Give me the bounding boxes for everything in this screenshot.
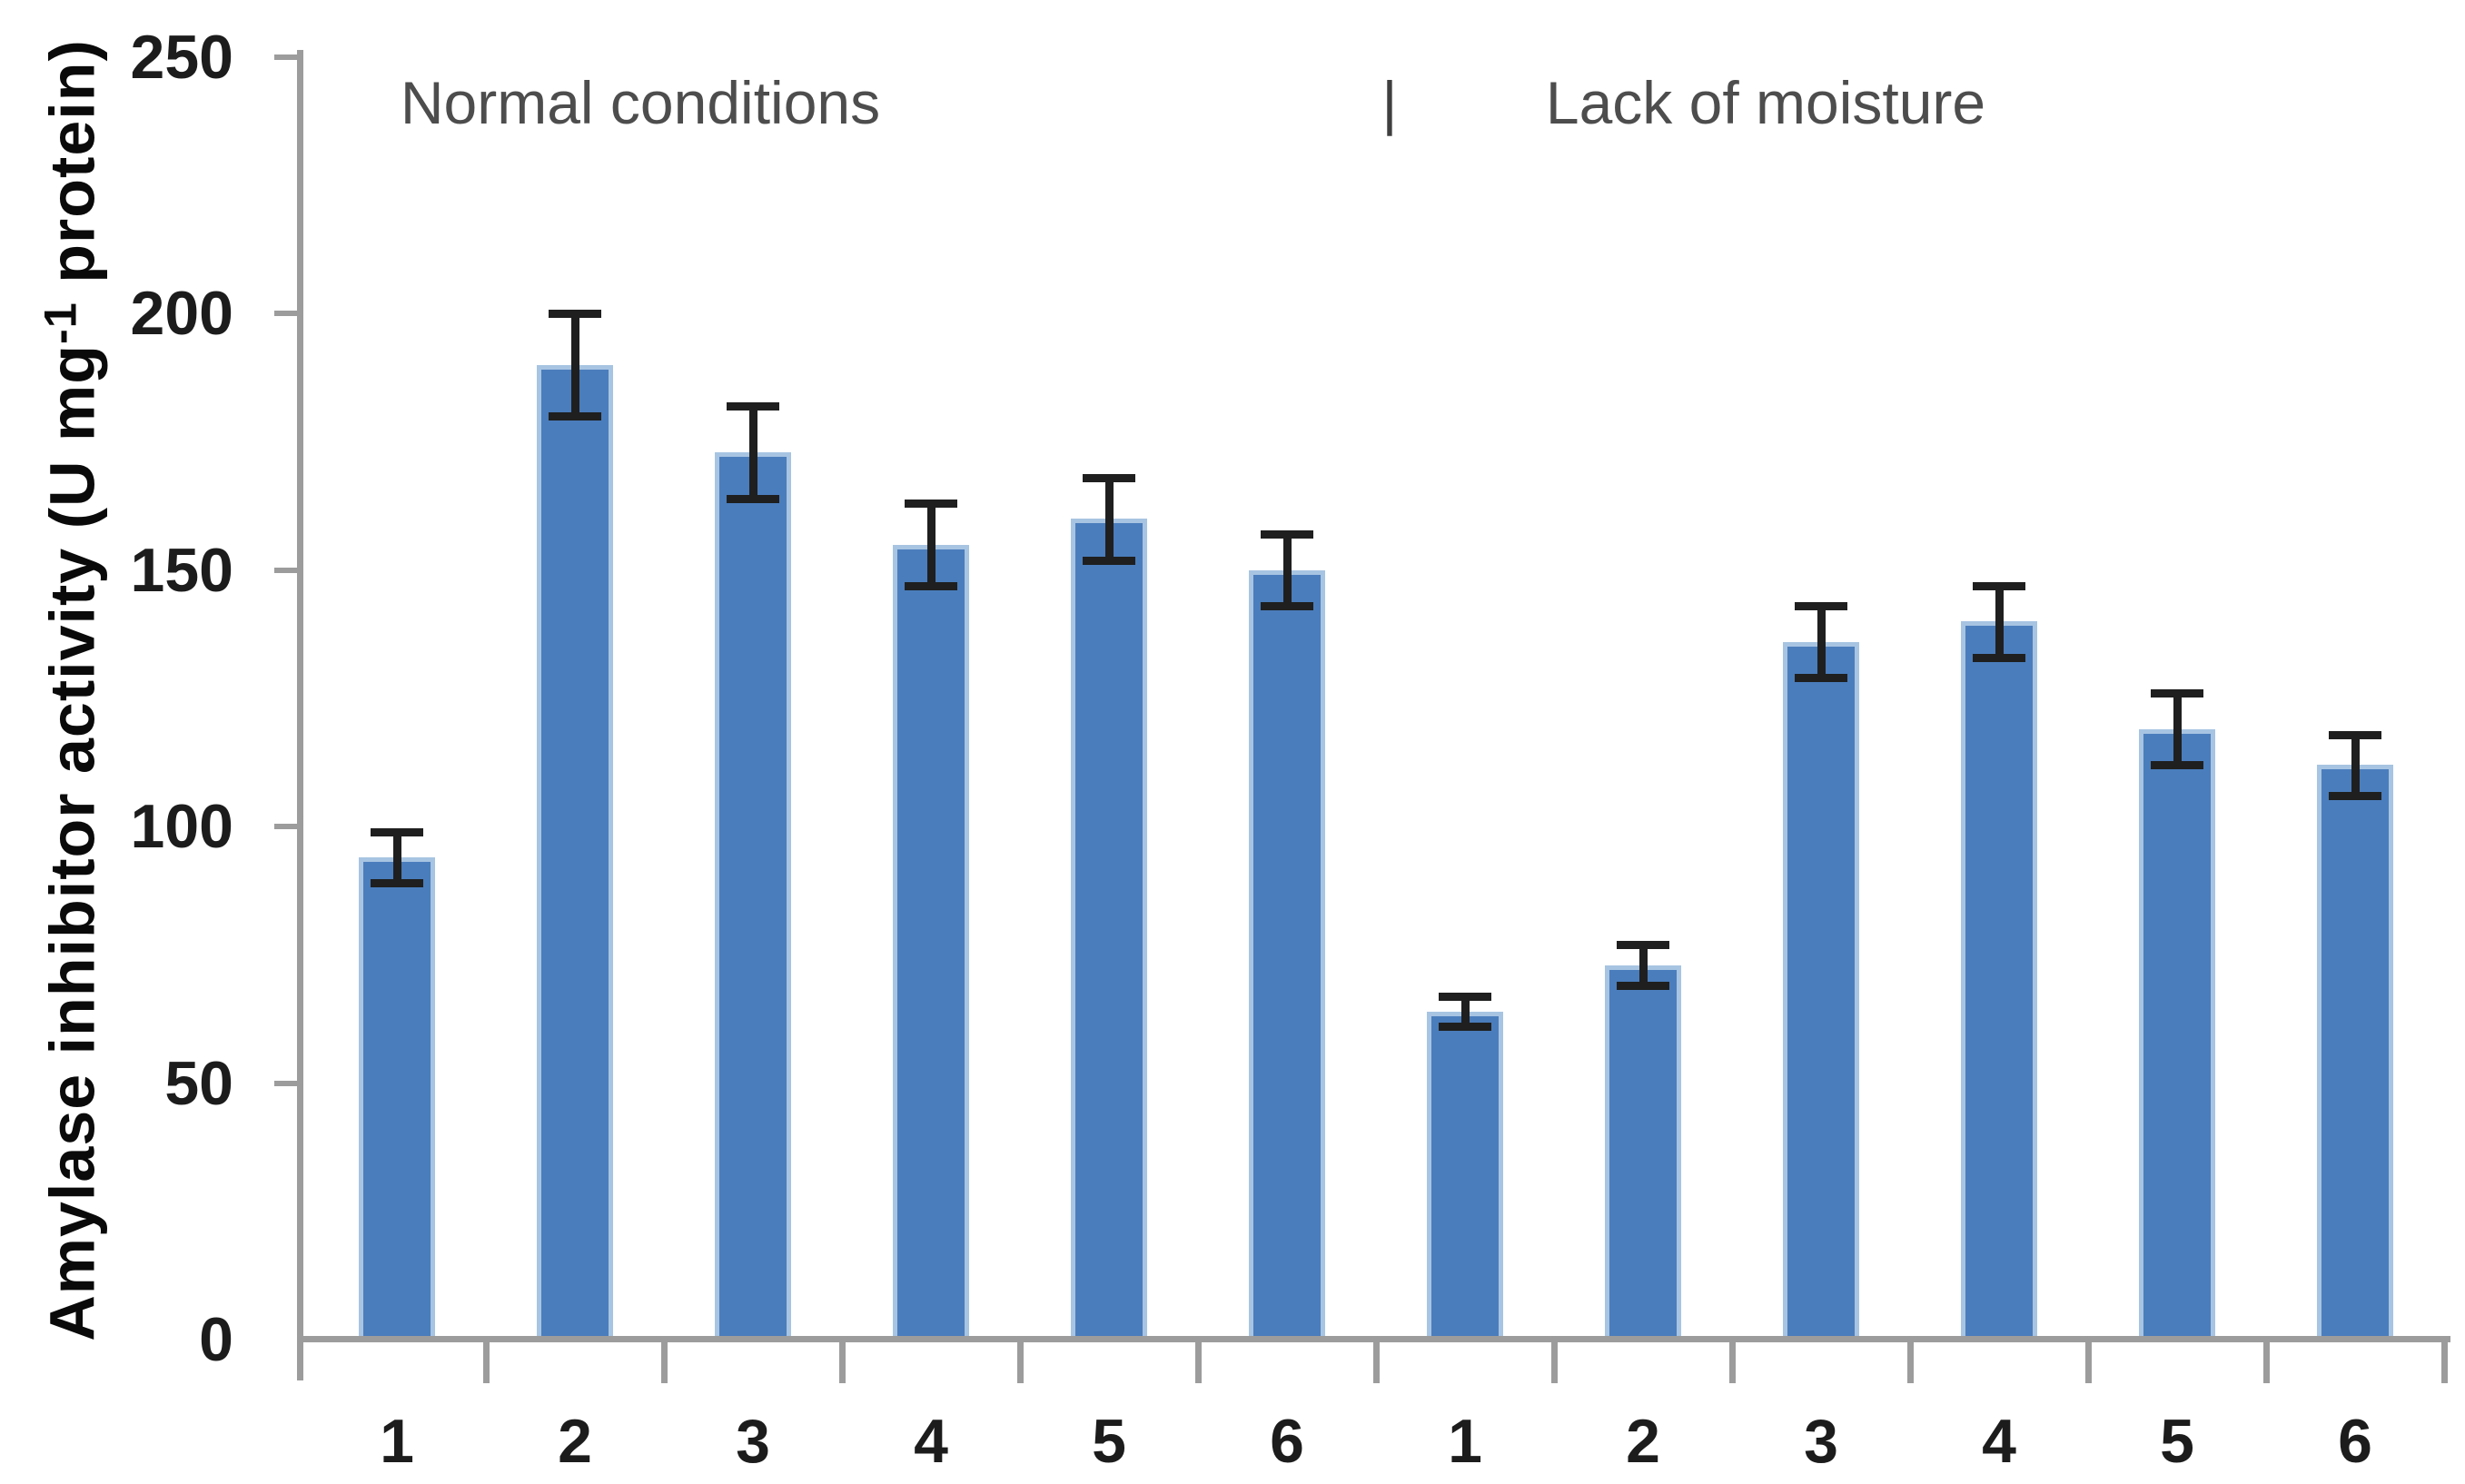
error-bar-cap-bottom [905,581,957,590]
y-axis-tick [274,311,298,317]
bar [1427,1011,1503,1340]
error-bar-stem [1460,995,1470,1027]
error-bar-cap-bottom [1261,602,1313,611]
error-bar-cap-top [1617,941,1669,950]
x-axis-category-label: 3 [1804,1407,1838,1476]
x-axis-category-label: 2 [1626,1407,1660,1476]
x-axis-category-label: 6 [1270,1407,1304,1476]
group-header-separator: | [1381,69,1398,136]
x-axis-tick [661,1340,668,1383]
x-axis-tick [2441,1340,2448,1383]
x-axis-category-label: 1 [1448,1407,1482,1476]
bar [1071,519,1147,1340]
bar [1783,641,1859,1340]
bar [359,857,435,1340]
error-bar-stem [1282,534,1292,607]
error-bar-stem [926,503,936,586]
error-bar-cap-bottom [2329,792,2381,801]
error-bar-cap-bottom [1973,653,2025,662]
group-header-lack-of-moisture: Lack of moisture [1545,69,1986,136]
y-axis-tick-label: 200 [130,279,233,349]
x-axis-category-label: 5 [2160,1407,2194,1476]
y-axis-tick [274,824,298,830]
x-axis-tick [1907,1340,1914,1383]
x-axis-tick [1729,1340,1736,1383]
error-bar-stem [1104,478,1114,560]
x-axis-tick [2263,1340,2270,1383]
error-bar-cap-bottom [1083,556,1135,565]
x-axis-tick [1195,1340,1202,1383]
error-bar-cap-top [549,310,601,319]
y-axis-tick [274,1080,298,1086]
y-axis-line [297,50,303,1380]
error-bar-cap-top [371,827,423,836]
error-bar-cap-bottom [1439,1023,1491,1032]
x-axis-category-label: 4 [1982,1407,2016,1476]
x-axis-category-label: 5 [1092,1407,1126,1476]
error-bar-stem [570,313,579,417]
error-bar-cap-top [1439,992,1491,1001]
x-axis-tick [2085,1340,2092,1383]
bar [2139,728,2215,1340]
error-bar-cap-bottom [2151,761,2203,770]
error-bar-cap-top [1261,530,1313,539]
error-bar-cap-bottom [371,879,423,888]
bar [537,364,613,1340]
bar [1961,621,2037,1340]
error-bar-stem [1995,585,2004,658]
bar [1605,965,1681,1340]
x-axis-tick [483,1340,490,1383]
error-bar-cap-bottom [1617,982,1669,991]
x-axis-category-label: 6 [2338,1407,2372,1476]
x-axis-tick [1373,1340,1380,1383]
error-bar-cap-bottom [727,494,779,503]
error-bar-cap-top [1083,474,1135,483]
error-bar-stem [2173,693,2182,766]
y-axis-tick [274,54,298,60]
error-bar-cap-bottom [1795,674,1847,683]
error-bar-cap-top [2151,689,2203,698]
error-bar-cap-top [1795,602,1847,611]
bar [1249,569,1325,1340]
x-axis-category-label: 1 [380,1407,414,1476]
y-axis-tick [274,567,298,573]
group-header-normal-conditions: Normal conditions [400,69,881,136]
error-bar-cap-bottom [549,412,601,421]
y-axis-tick-label: 150 [130,535,233,605]
y-axis-title: Amylase inhibitor activity (U mg-1 prote… [33,39,108,1341]
x-axis-category-label: 4 [914,1407,948,1476]
error-bar-stem [2351,734,2360,796]
error-bar-stem [748,406,757,499]
x-axis-line [297,1336,2450,1342]
bar [2317,765,2393,1340]
x-axis-tick [1551,1340,1558,1383]
y-axis-tick-label: 0 [199,1305,233,1374]
error-bar-cap-top [2329,730,2381,739]
bar [715,451,791,1340]
error-bar-cap-top [1973,581,2025,590]
error-bar-stem [1817,606,1826,678]
x-axis-tick [839,1340,846,1383]
y-axis-tick-label: 100 [130,792,233,862]
x-axis-tick [1017,1340,1024,1383]
x-axis-category-label: 2 [558,1407,592,1476]
bar [893,544,969,1340]
y-axis-tick-label: 250 [130,23,233,92]
error-bar-stem [1638,945,1648,986]
y-axis-tick-label: 50 [164,1048,233,1118]
error-bar-cap-top [727,402,779,411]
error-bar-stem [392,831,401,884]
error-bar-cap-top [905,500,957,509]
x-axis-category-label: 3 [736,1407,770,1476]
